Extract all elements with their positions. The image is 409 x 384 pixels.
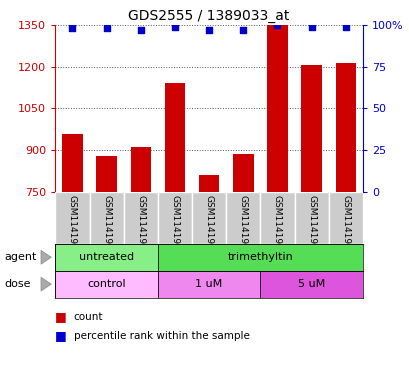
Bar (328, 192, 362, 244)
Bar (301, 65, 321, 192)
Bar (164, 83, 185, 192)
Bar (191, 192, 226, 244)
Bar (157, 192, 191, 244)
Text: trimethyltin: trimethyltin (227, 252, 292, 262)
Text: ■: ■ (55, 329, 71, 343)
Bar (157, 271, 260, 298)
Text: percentile rank within the sample: percentile rank within the sample (74, 331, 249, 341)
Bar (267, 25, 287, 192)
Text: GSM114193: GSM114193 (272, 195, 281, 250)
Text: agent: agent (4, 252, 36, 262)
Text: GSM114197: GSM114197 (340, 195, 349, 250)
Bar (198, 175, 219, 192)
Text: GSM114195: GSM114195 (238, 195, 247, 250)
Bar (157, 244, 362, 271)
Point (103, 25, 110, 31)
Bar (55, 271, 157, 298)
Text: untreated: untreated (79, 252, 134, 262)
Bar (226, 192, 260, 244)
Title: GDS2555 / 1389033_at: GDS2555 / 1389033_at (128, 8, 289, 23)
Bar (55, 192, 89, 244)
Bar (232, 154, 253, 192)
Point (274, 22, 280, 28)
Text: control: control (87, 279, 126, 289)
Bar (260, 192, 294, 244)
Bar (62, 134, 83, 192)
Text: GSM114198: GSM114198 (102, 195, 111, 250)
Text: dose: dose (4, 279, 31, 289)
Text: 5 uM: 5 uM (297, 279, 324, 289)
Bar (55, 244, 157, 271)
Point (171, 23, 178, 30)
Bar (96, 156, 117, 192)
Point (239, 27, 246, 33)
Point (205, 27, 212, 33)
Bar (260, 271, 362, 298)
Text: GSM114192: GSM114192 (170, 195, 179, 249)
Point (308, 23, 314, 30)
Bar (124, 192, 157, 244)
Text: GSM114196: GSM114196 (306, 195, 315, 250)
Text: 1 uM: 1 uM (195, 279, 222, 289)
Point (137, 27, 144, 33)
Text: ■: ■ (55, 310, 71, 323)
Bar (89, 192, 124, 244)
Bar (294, 192, 328, 244)
Bar (335, 63, 355, 192)
Point (342, 23, 348, 30)
Text: GSM114199: GSM114199 (136, 195, 145, 250)
Text: GSM114194: GSM114194 (204, 195, 213, 249)
Text: GSM114191: GSM114191 (68, 195, 77, 250)
Bar (130, 147, 151, 192)
Point (69, 25, 76, 31)
Text: count: count (74, 312, 103, 322)
